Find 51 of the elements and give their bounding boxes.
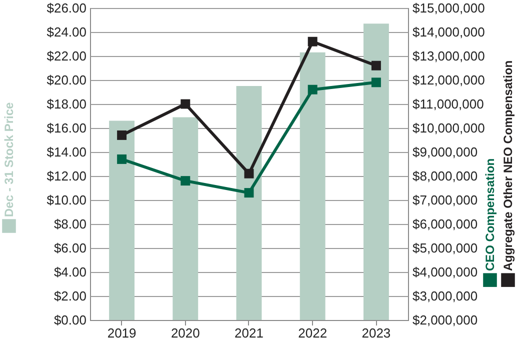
y2-tick-label: $15,000,000: [412, 0, 485, 16]
x-tick-label: 2020: [170, 326, 200, 338]
y-tick-label: $12.00: [46, 168, 86, 184]
y2-tick-label: $11,000,000: [412, 96, 484, 112]
bar: [236, 86, 262, 320]
bar: [363, 24, 389, 320]
y-tick-label: $24.00: [46, 24, 86, 40]
text: CEO Compensation: [483, 158, 497, 272]
y2-tick-label: $14,000,000: [412, 24, 485, 40]
x-tick-label: 2023: [362, 326, 391, 338]
bar: [300, 52, 326, 320]
y2-tick-label: $7,000,000: [412, 192, 478, 208]
y-tick-label: $20.00: [46, 72, 86, 88]
y-tick-label: $8.00: [54, 216, 86, 232]
x-tick-label: 2022: [298, 326, 328, 338]
y2-tick-label: $6,000,000: [412, 216, 478, 232]
point: [371, 78, 381, 88]
point: [244, 168, 254, 178]
y2-tick-label: $12,000,000: [412, 72, 485, 88]
y-tick-label: $4.00: [54, 264, 86, 280]
y2-tick-label: $3,000,000: [412, 288, 478, 304]
bar: [172, 117, 198, 320]
y2-tick-label: $10,000,000: [412, 120, 485, 136]
point: [308, 84, 318, 94]
x-tick-label: 2021: [234, 326, 264, 338]
y-tick-label: $0.00: [54, 312, 86, 328]
point: [180, 176, 190, 186]
x-tick-label: 2019: [107, 326, 136, 338]
y-tick-label: $16.00: [46, 120, 86, 136]
point: [308, 36, 318, 46]
y-tick-label: $18.00: [46, 96, 86, 112]
y2-tick-label: $13,000,000: [412, 48, 485, 64]
y-tick-label: $10.00: [46, 192, 86, 208]
y-tick-label: $14.00: [46, 144, 86, 160]
bar: [109, 120, 135, 320]
point: [117, 130, 127, 140]
text: Dec - 31 Stock Price: [2, 102, 16, 217]
y2-tick-label: $8,000,000: [412, 168, 478, 184]
y2-tick-label: $9,000,000: [412, 144, 478, 160]
y-tick-label: $6.00: [54, 240, 86, 256]
y-tick-label: $26.00: [46, 0, 86, 16]
y2-tick-label: $2,000,000: [412, 312, 478, 328]
y2-tick-label: $4,000,000: [412, 264, 478, 280]
point: [371, 60, 381, 70]
point: [244, 188, 254, 198]
text: Aggregate Other NEO Compensation: [501, 60, 515, 272]
y2-tick-label: $5,000,000: [412, 240, 478, 256]
y-tick-label: $2.00: [54, 288, 86, 304]
y-tick-label: $22.00: [46, 48, 86, 64]
point: [117, 154, 127, 164]
point: [180, 99, 190, 109]
